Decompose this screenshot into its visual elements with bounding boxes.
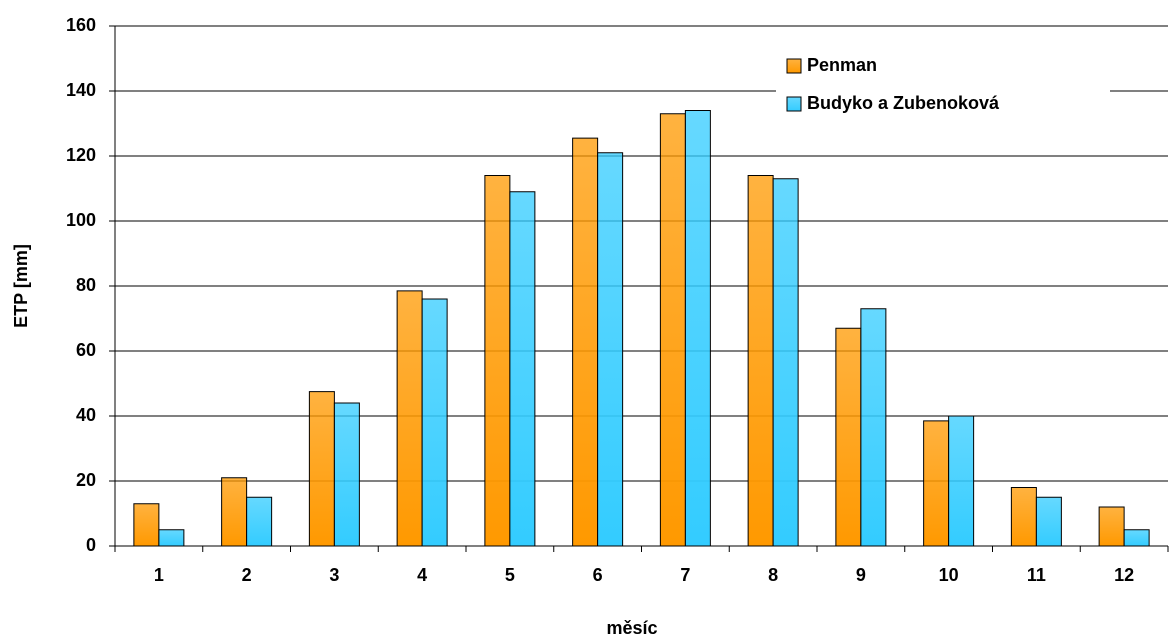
bar	[158, 529, 185, 547]
y-tick-label: 120	[66, 145, 96, 165]
bar	[421, 298, 448, 547]
bar	[597, 152, 624, 547]
bar	[133, 503, 160, 547]
bar	[860, 308, 887, 547]
x-tick-label: 6	[593, 565, 603, 585]
legend-label: Budyko a Zubenoková	[807, 93, 1000, 113]
x-tick-label: 10	[939, 565, 959, 585]
bar	[1010, 487, 1037, 547]
bar	[659, 113, 686, 547]
bar	[1098, 506, 1125, 547]
x-tick-label: 8	[768, 565, 778, 585]
y-tick-label: 140	[66, 80, 96, 100]
legend-box	[776, 48, 1110, 126]
bar	[396, 290, 423, 547]
y-tick-label: 160	[66, 15, 96, 35]
bar	[772, 178, 799, 547]
x-tick-label: 12	[1114, 565, 1134, 585]
x-tick-label: 1	[154, 565, 164, 585]
legend-swatch	[786, 96, 802, 112]
bar	[221, 477, 248, 547]
y-tick-label: 100	[66, 210, 96, 230]
bar	[684, 110, 711, 547]
bar	[923, 420, 950, 547]
x-tick-label: 7	[680, 565, 690, 585]
bar	[246, 496, 273, 547]
bar	[1035, 496, 1062, 547]
legend-swatch	[786, 58, 802, 74]
y-tick-label: 20	[76, 470, 96, 490]
legend-label: Penman	[807, 55, 877, 75]
y-axis-label: ETP [mm]	[11, 244, 31, 328]
x-tick-label: 11	[1027, 565, 1046, 585]
y-tick-label: 80	[76, 275, 96, 295]
x-tick-label: 2	[242, 565, 252, 585]
bar	[308, 391, 335, 547]
x-tick-label: 5	[505, 565, 515, 585]
bar	[333, 402, 360, 547]
bar	[509, 191, 536, 547]
bar	[484, 175, 511, 547]
bar	[572, 137, 599, 547]
x-tick-label: 3	[329, 565, 339, 585]
bar	[948, 415, 975, 547]
y-tick-label: 60	[76, 340, 96, 360]
x-tick-label: 4	[417, 565, 427, 585]
bar	[835, 327, 862, 547]
y-tick-label: 0	[86, 535, 96, 555]
bar	[747, 175, 774, 547]
bar	[1123, 529, 1150, 547]
x-axis-label: měsíc	[606, 618, 657, 637]
x-tick-label: 9	[856, 565, 866, 585]
y-tick-label: 40	[76, 405, 96, 425]
